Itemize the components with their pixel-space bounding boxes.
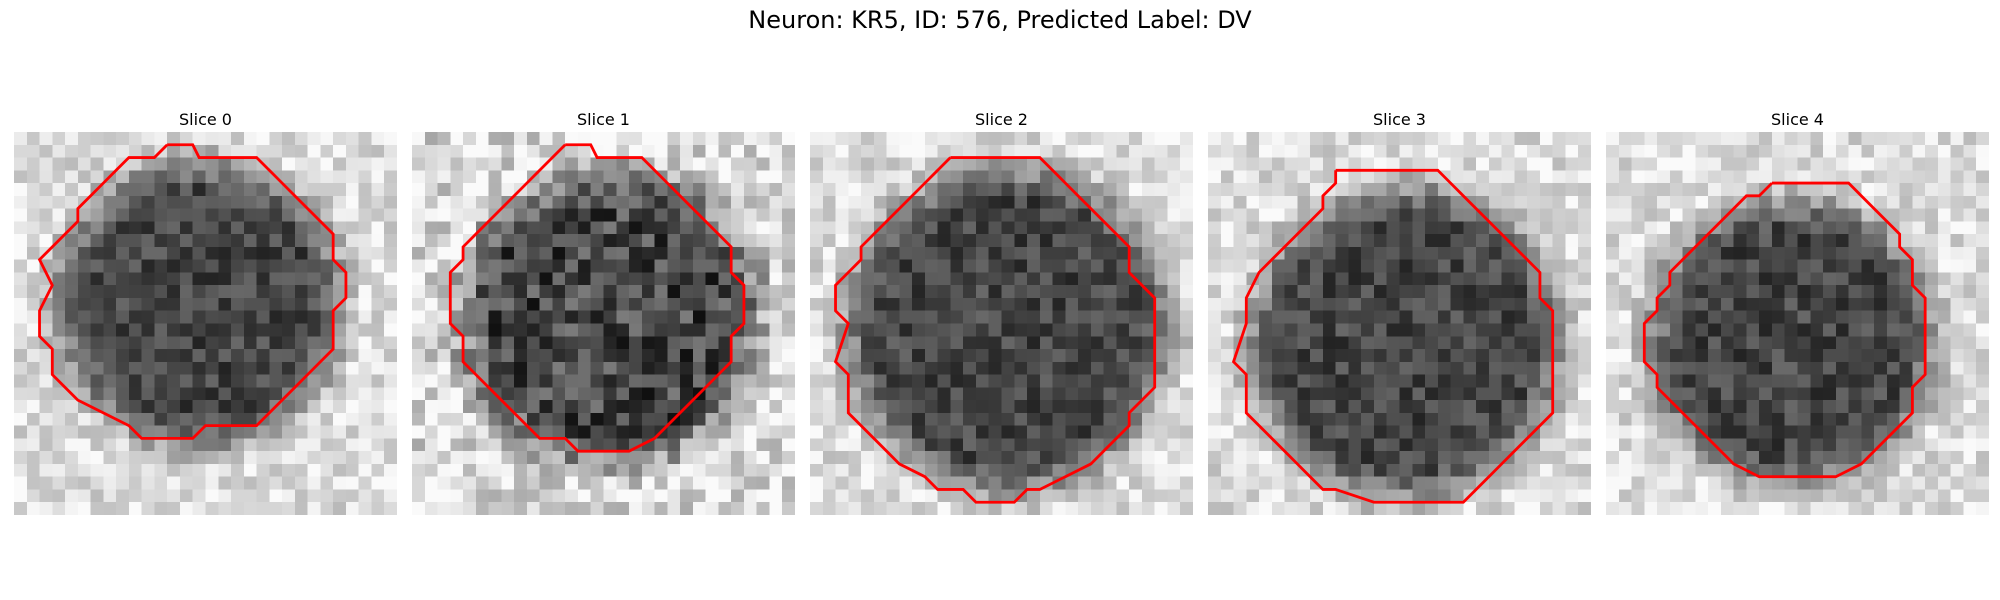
slice-image [1208, 132, 1591, 515]
segmentation-contour [448, 143, 746, 453]
segmentation-contour [37, 143, 348, 440]
slice-image [14, 132, 397, 515]
segmentation-contour [1231, 168, 1555, 504]
slice-title: Slice 4 [1771, 110, 1824, 129]
grayscale-patch [1208, 132, 1591, 515]
slice-title: Slice 2 [975, 110, 1028, 129]
segmentation-contour [1642, 181, 1927, 479]
slice-image [412, 132, 795, 515]
slice-image [1606, 132, 1989, 515]
slice-title: Slice 0 [179, 110, 232, 129]
slice-panel-3: Slice 3 [1208, 108, 1591, 515]
slice-title: Slice 3 [1373, 110, 1426, 129]
slice-panel-2: Slice 2 [810, 108, 1193, 515]
slice-title: Slice 1 [577, 110, 630, 129]
slice-panel-0: Slice 0 [14, 108, 397, 515]
slice-panel-4: Slice 4 [1606, 108, 1989, 515]
figure-title: Neuron: KR5, ID: 576, Predicted Label: D… [748, 6, 1252, 34]
grayscale-patch [810, 132, 1193, 515]
slice-panel-1: Slice 1 [412, 108, 795, 515]
segmentation-contour [833, 156, 1157, 504]
slice-image [810, 132, 1193, 515]
